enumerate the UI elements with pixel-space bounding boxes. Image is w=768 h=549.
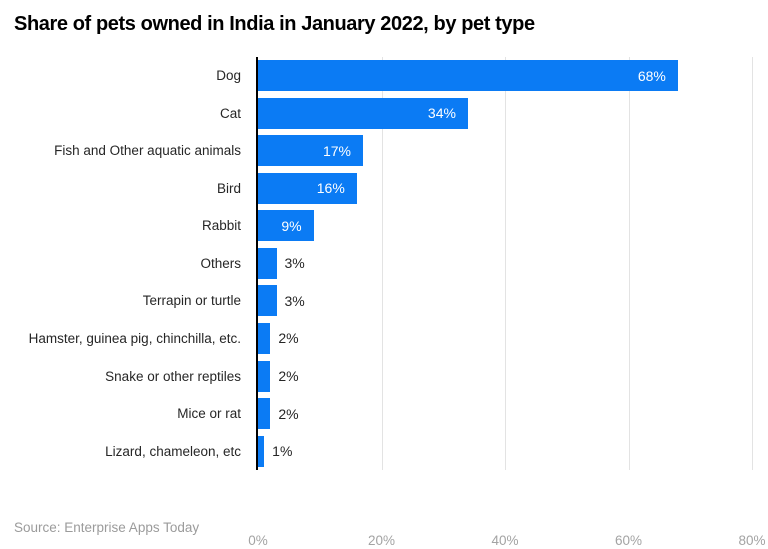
x-axis-tick-label: 60% bbox=[614, 533, 643, 548]
value-label: 16% bbox=[316, 180, 345, 197]
bar: 17% bbox=[258, 135, 363, 167]
source-note: Source: Enterprise Apps Today bbox=[14, 520, 200, 535]
bar bbox=[258, 247, 277, 279]
chart-row: Rabbit 9% bbox=[0, 207, 768, 245]
gridline bbox=[628, 57, 630, 470]
bar-track: 1% bbox=[258, 435, 752, 467]
value-label: 1% bbox=[272, 443, 293, 460]
x-axis-tick-label: 40% bbox=[491, 533, 519, 548]
bar: 68% bbox=[258, 60, 678, 92]
bar bbox=[258, 435, 265, 467]
bar: 34% bbox=[258, 97, 468, 129]
x-axis-tick-label: 0% bbox=[248, 533, 268, 548]
category-label: Snake or other reptiles bbox=[105, 368, 241, 384]
category-label: Hamster, guinea pig, chinchilla, etc. bbox=[28, 330, 241, 346]
bar-track: 34% bbox=[258, 97, 752, 129]
value-label: 2% bbox=[278, 330, 299, 347]
x-axis: 0% 20% 40% 60% 80% bbox=[248, 533, 765, 549]
bar-track: 9% bbox=[258, 210, 752, 242]
gridline bbox=[752, 57, 753, 470]
bar-track: 3% bbox=[258, 247, 752, 279]
bar-track: 2% bbox=[258, 322, 752, 354]
category-label: Lizard, chameleon, etc bbox=[105, 443, 241, 459]
bar-track: 2% bbox=[258, 398, 752, 430]
bar: 9% bbox=[258, 210, 314, 242]
bar-track: 17% bbox=[258, 135, 752, 167]
gridline bbox=[381, 57, 383, 470]
bar bbox=[258, 322, 271, 354]
category-label: Dog bbox=[216, 68, 241, 84]
y-axis-line bbox=[256, 57, 258, 470]
chart-row: Snake or other reptiles 2% bbox=[0, 357, 768, 395]
value-label: 3% bbox=[284, 255, 305, 272]
value-label: 34% bbox=[427, 105, 456, 122]
bar-track: 16% bbox=[258, 172, 752, 204]
x-axis-tick-label: 80% bbox=[738, 533, 766, 548]
category-label: Mice or rat bbox=[177, 406, 241, 422]
bar-track: 2% bbox=[258, 360, 752, 392]
value-label: 17% bbox=[322, 142, 351, 159]
bar bbox=[258, 285, 277, 317]
bar-track: 3% bbox=[258, 285, 752, 317]
category-label: Bird bbox=[216, 180, 241, 196]
bar-track: 68% bbox=[258, 60, 752, 92]
chart-rows: Dog 68% Cat 34% Fish and Other aquatic anima… bbox=[0, 57, 768, 470]
chart-row: Dog 68% bbox=[0, 57, 768, 95]
bar bbox=[258, 360, 271, 392]
chart-row: Terrapin or turtle 3% bbox=[0, 282, 768, 320]
category-label: Terrapin or turtle bbox=[142, 293, 241, 309]
chart-row: Mice or rat 2% bbox=[0, 395, 768, 433]
value-label: 68% bbox=[637, 67, 666, 84]
bar: 16% bbox=[258, 172, 357, 204]
value-label: 9% bbox=[281, 217, 302, 234]
bar-chart: Dog 68% Cat 34% Fish and Other aquatic anima… bbox=[0, 57, 768, 548]
value-label: 2% bbox=[278, 368, 299, 385]
bar bbox=[258, 398, 271, 430]
chart-title: Share of pets owned in India in January … bbox=[14, 13, 535, 35]
chart-row: Others 3% bbox=[0, 245, 768, 283]
category-label: Rabbit bbox=[201, 218, 241, 234]
gridlines bbox=[258, 57, 753, 470]
x-axis-tick-label: 20% bbox=[367, 533, 396, 548]
category-label: Fish and Other aquatic animals bbox=[54, 143, 241, 159]
category-label: Cat bbox=[219, 105, 241, 121]
chart-row: Hamster, guinea pig, chinchilla, etc. 2% bbox=[0, 320, 768, 358]
chart-row: Cat 34% bbox=[0, 95, 768, 133]
chart-row: Bird 16% bbox=[0, 170, 768, 208]
gridline bbox=[505, 57, 506, 470]
chart-row: Lizard, chameleon, etc 1% bbox=[0, 432, 768, 470]
chart-row: Fish and Other aquatic animals 17% bbox=[0, 132, 768, 170]
value-label: 3% bbox=[284, 292, 305, 309]
category-label: Others bbox=[200, 255, 241, 271]
value-label: 2% bbox=[278, 405, 299, 422]
